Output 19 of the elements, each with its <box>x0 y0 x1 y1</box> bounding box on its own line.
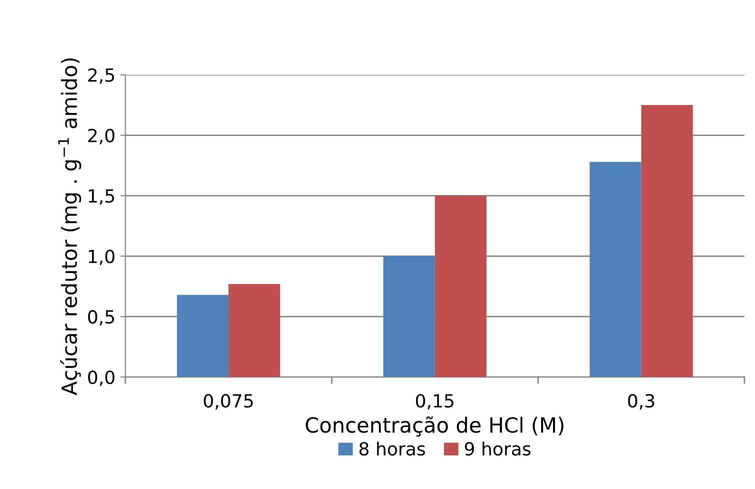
x-tick-label: 0,075 <box>204 394 253 410</box>
bar <box>590 162 642 378</box>
bar <box>641 105 693 378</box>
y-tick-label: 0,5 <box>88 310 114 326</box>
y-tick-label: 1,0 <box>88 250 114 266</box>
bar <box>176 294 229 378</box>
y-tick-label: 2,5 <box>88 68 114 84</box>
bar <box>228 284 280 378</box>
y-axis-title: Açúcar redutor (mg . g$^{−1}$ amido) <box>58 58 82 396</box>
bar <box>383 256 435 378</box>
x-tick-label: 0,15 <box>416 394 454 410</box>
x-tick-label: 0,3 <box>628 394 654 410</box>
y-tick-label: 1,5 <box>88 189 114 205</box>
x-axis-title: Concentração de HCl (M) <box>306 416 564 437</box>
legend-label: 8 horas <box>359 442 425 456</box>
y-tick-label: 0,0 <box>88 370 114 386</box>
y-tick-label: 2,0 <box>88 128 114 144</box>
bar <box>434 196 486 378</box>
legend-label: 9 horas <box>464 442 530 456</box>
